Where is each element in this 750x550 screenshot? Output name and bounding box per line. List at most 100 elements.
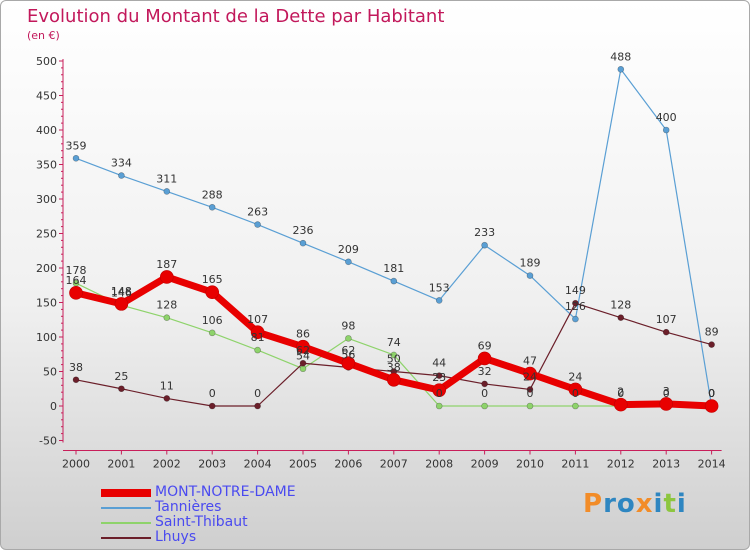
data-label-saint-thibaut: 0 <box>436 387 443 400</box>
legend-item: Saint-Thibaut <box>101 515 401 530</box>
legend-label: MONT-NOTRE-DAME <box>155 484 296 500</box>
y-tick-label: 300 <box>36 193 57 206</box>
data-label-mont-notre-dame: 165 <box>202 273 223 286</box>
data-point-tanni-res <box>254 221 261 228</box>
data-point-mont-notre-dame <box>659 397 674 411</box>
data-label-lhuys: 107 <box>656 313 677 326</box>
data-point-lhuys <box>617 314 625 321</box>
legend-swatch <box>101 488 151 497</box>
data-label-saint-thibaut: 0 <box>572 387 579 400</box>
data-point-mont-notre-dame <box>341 356 356 371</box>
data-point-lhuys <box>481 380 488 388</box>
data-point-saint-thibaut <box>299 365 307 373</box>
y-tick-label: 150 <box>36 297 57 310</box>
data-point-saint-thibaut <box>390 351 398 359</box>
proxiti-logo: Proxiti <box>583 489 687 519</box>
x-tick-label: 2001 <box>107 458 135 471</box>
data-label-lhuys: 11 <box>160 379 174 392</box>
data-point-mont-notre-dame <box>160 270 174 284</box>
data-point-lhuys <box>72 376 80 384</box>
data-label-mont-notre-dame: 3 <box>663 385 670 398</box>
data-label-lhuys: 0 <box>209 387 216 400</box>
data-point-tanni-res <box>163 188 171 195</box>
data-label-mont-notre-dame: 164 <box>66 274 87 287</box>
data-label-lhuys: 56 <box>341 348 355 361</box>
data-point-saint-thibaut <box>572 402 579 410</box>
y-tick-label: 100 <box>36 331 57 344</box>
data-label-mont-notre-dame: 24 <box>568 370 582 383</box>
legend-label: Saint-Thibaut <box>155 514 248 530</box>
data-point-tanni-res <box>617 65 625 73</box>
data-label-mont-notre-dame: 23 <box>432 371 446 384</box>
data-label-lhuys: 44 <box>432 357 446 370</box>
x-tick-label: 2013 <box>652 458 680 471</box>
data-point-mont-notre-dame <box>296 339 310 354</box>
data-label-saint-thibaut: 0 <box>481 387 488 400</box>
x-tick-label: 2010 <box>516 458 544 471</box>
y-tick-label: 0 <box>50 400 57 413</box>
data-point-tanni-res <box>662 126 670 134</box>
y-tick-label: 250 <box>36 228 57 241</box>
data-point-tanni-res <box>72 154 80 162</box>
data-label-mont-notre-dame: 62 <box>341 344 355 357</box>
data-label-mont-notre-dame: 0 <box>708 387 715 400</box>
data-point-saint-thibaut <box>435 402 443 410</box>
data-label-saint-thibaut: 0 <box>708 387 715 400</box>
y-tick-label: -50 <box>39 435 57 448</box>
data-point-lhuys <box>526 386 534 393</box>
legend-swatch <box>101 536 151 539</box>
data-point-saint-thibaut <box>345 335 352 342</box>
data-label-mont-notre-dame: 38 <box>387 361 401 374</box>
data-label-tanni-res: 334 <box>111 157 132 170</box>
logo-letter: P <box>583 489 604 519</box>
data-label-mont-notre-dame: 86 <box>296 328 310 341</box>
logo-letter: i <box>676 489 687 519</box>
x-tick-label: 2000 <box>62 458 90 471</box>
data-label-tanni-res: 0 <box>708 387 715 400</box>
data-label-tanni-res: 400 <box>656 111 677 124</box>
legend-label: Tannières <box>155 499 222 515</box>
data-point-lhuys <box>572 299 579 307</box>
logo-letter: o <box>616 489 636 519</box>
data-point-mont-notre-dame <box>250 325 265 339</box>
data-label-saint-thibaut: 178 <box>66 264 87 277</box>
data-point-lhuys <box>435 372 443 379</box>
data-label-lhuys: 50 <box>387 353 401 366</box>
data-label-mont-notre-dame: 187 <box>156 258 177 271</box>
legend-swatch <box>101 521 151 524</box>
data-label-lhuys: 128 <box>610 299 631 312</box>
data-point-mont-notre-dame <box>477 351 492 366</box>
data-point-lhuys <box>208 402 216 410</box>
data-point-mont-notre-dame <box>432 383 447 397</box>
data-label-tanni-res: 359 <box>66 139 87 152</box>
data-point-saint-thibaut <box>254 346 261 354</box>
logo-letter: x <box>635 489 654 519</box>
data-point-mont-notre-dame <box>114 297 129 311</box>
data-label-tanni-res: 209 <box>338 243 359 256</box>
x-tick-label: 2005 <box>289 458 317 471</box>
data-label-tanni-res: 126 <box>565 300 586 313</box>
y-tick-label: 50 <box>43 366 57 379</box>
data-label-lhuys: 62 <box>296 344 310 357</box>
data-label-lhuys: 32 <box>478 365 492 378</box>
data-point-tanni-res <box>481 241 488 249</box>
data-label-lhuys: 25 <box>114 370 128 383</box>
y-tick-label: 400 <box>36 124 57 137</box>
data-label-saint-thibaut: 98 <box>341 319 355 332</box>
data-label-saint-thibaut: 106 <box>202 314 223 327</box>
data-label-mont-notre-dame: 148 <box>111 285 132 298</box>
legend-item: Tannières <box>101 500 401 515</box>
y-tick-label: 350 <box>36 159 57 172</box>
data-label-lhuys: 24 <box>523 370 537 383</box>
data-point-mont-notre-dame <box>568 382 583 397</box>
data-label-saint-thibaut: 54 <box>296 350 310 363</box>
legend-item: Lhuys <box>101 530 401 545</box>
legend-swatch <box>101 506 151 509</box>
data-label-lhuys: 149 <box>565 284 586 297</box>
legend: MONT-NOTRE-DAME Tannières Saint-Thibaut Lhu… <box>101 485 401 545</box>
data-label-saint-thibaut: 0 <box>527 387 534 400</box>
x-tick-label: 2014 <box>698 458 726 471</box>
x-tick-label: 2004 <box>244 458 272 471</box>
x-tick-label: 2007 <box>380 458 408 471</box>
